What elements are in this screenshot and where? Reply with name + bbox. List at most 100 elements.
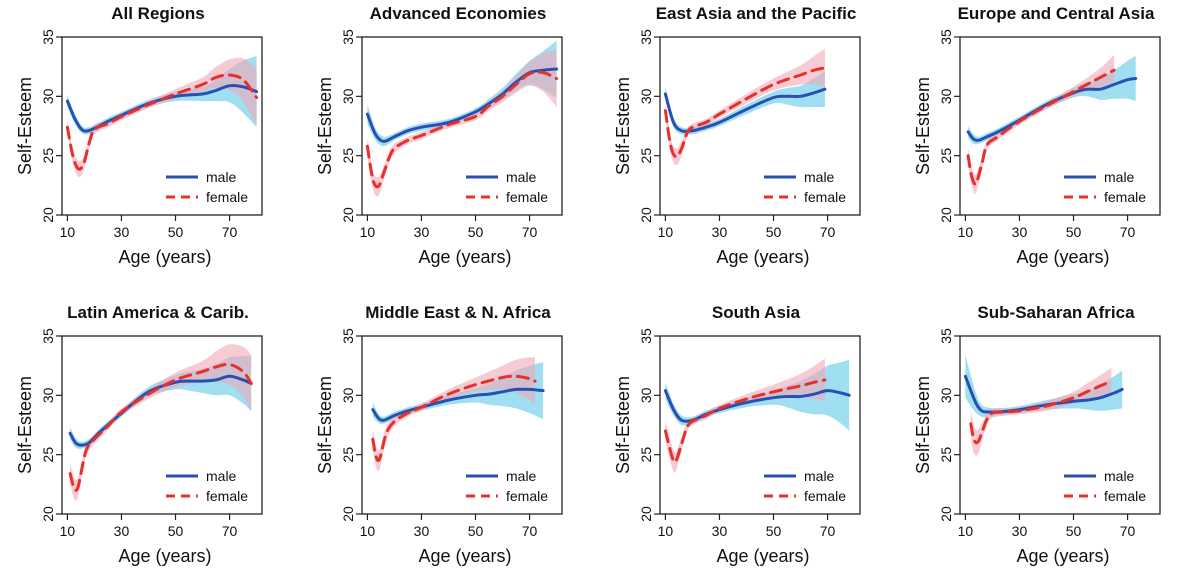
y-tick-label: 20 xyxy=(340,207,356,223)
y-tick-label: 35 xyxy=(938,29,954,45)
male-line xyxy=(663,87,827,133)
female-confidence-band xyxy=(70,344,252,501)
y-tick-label: 20 xyxy=(40,207,56,223)
legend: male female xyxy=(466,468,548,504)
x-tick-label: 30 xyxy=(712,224,728,240)
legend: male female xyxy=(1064,169,1146,205)
x-tick-label: 50 xyxy=(766,523,782,539)
y-tick-label: 30 xyxy=(40,387,56,403)
chart-panel: Middle East & N. Africa 20 25 30 35 10 30 50 70 A… xyxy=(315,303,563,566)
y-tick-label: 30 xyxy=(938,88,954,104)
y-tick-label: 30 xyxy=(40,88,56,104)
x-tick-label: 30 xyxy=(414,224,430,240)
y-tick-label: 35 xyxy=(938,328,954,344)
y-tick-label: 35 xyxy=(340,29,356,45)
legend-female-label: female xyxy=(1104,189,1146,205)
plot-frame xyxy=(61,335,263,515)
plot-area xyxy=(966,54,1138,194)
x-tick-label: 10 xyxy=(958,523,974,539)
legend-male-label: male xyxy=(804,468,835,484)
y-tick-label: 25 xyxy=(40,447,56,463)
chart-panel: East Asia and the Pacific 20 25 30 35 10 30 50 7… xyxy=(613,4,861,267)
chart-panel: South Asia 20 25 30 35 10 30 50 70 Age (years) Sel… xyxy=(613,303,861,566)
legend-female-label: female xyxy=(804,488,846,504)
plot-area xyxy=(963,355,1124,456)
x-tick-label: 10 xyxy=(360,523,376,539)
x-tick-label: 10 xyxy=(360,224,376,240)
y-tick-label: 30 xyxy=(638,88,654,104)
legend-female-label: female xyxy=(804,189,846,205)
y-tick-label: 25 xyxy=(938,148,954,164)
x-axis-label: Age (years) xyxy=(118,546,211,566)
x-tick-label: 10 xyxy=(958,224,974,240)
x-tick-label: 10 xyxy=(60,224,76,240)
x-axis-label: Age (years) xyxy=(1016,546,1109,566)
legend: male female xyxy=(764,169,846,205)
chart-panel: Europe and Central Asia 20 25 30 35 10 30 50 70 A… xyxy=(913,4,1161,267)
plot-frame xyxy=(659,36,861,216)
y-tick-label: 25 xyxy=(340,148,356,164)
x-tick-label: 50 xyxy=(766,224,782,240)
x-tick-label: 70 xyxy=(820,224,836,240)
plot-frame xyxy=(659,335,861,515)
plot-area xyxy=(371,357,545,472)
chart-panel: Advanced Economies 20 25 30 35 10 30 50 70 Age (y… xyxy=(315,4,563,267)
y-tick-label: 30 xyxy=(638,387,654,403)
y-axis-label: Self-Esteem xyxy=(913,376,933,474)
y-tick-label: 25 xyxy=(638,148,654,164)
y-tick-label: 35 xyxy=(638,29,654,45)
y-tick-label: 20 xyxy=(340,506,356,522)
female-confidence-band xyxy=(968,54,1115,194)
female-confidence-band xyxy=(372,357,535,472)
x-axis-label: Age (years) xyxy=(716,247,809,267)
x-axis-label: Age (years) xyxy=(418,546,511,566)
y-tick-label: 20 xyxy=(638,506,654,522)
x-axis-label: Age (years) xyxy=(1016,247,1109,267)
chart-panel: All Regions 20 25 30 35 10 30 50 70 Age (years) Se… xyxy=(15,4,263,267)
x-tick-label: 10 xyxy=(60,523,76,539)
legend: male female xyxy=(466,169,548,205)
y-tick-label: 35 xyxy=(40,29,56,45)
y-axis-label: Self-Esteem xyxy=(613,376,633,474)
x-tick-label: 30 xyxy=(414,523,430,539)
x-tick-label: 50 xyxy=(168,224,184,240)
plot-frame xyxy=(959,36,1161,216)
x-tick-label: 30 xyxy=(1012,523,1028,539)
x-tick-label: 50 xyxy=(1066,523,1082,539)
x-tick-label: 70 xyxy=(522,523,538,539)
x-tick-label: 50 xyxy=(168,523,184,539)
legend-male-label: male xyxy=(506,169,537,185)
x-tick-label: 30 xyxy=(1012,224,1028,240)
x-tick-label: 70 xyxy=(222,224,238,240)
female-line xyxy=(966,68,1116,186)
male-line xyxy=(663,389,851,423)
chart-title: Latin America & Carib. xyxy=(67,303,249,322)
female-confidence-band xyxy=(67,57,257,178)
female-line xyxy=(969,379,1113,445)
y-tick-label: 25 xyxy=(340,447,356,463)
x-tick-label: 10 xyxy=(658,224,674,240)
female-line xyxy=(371,374,537,463)
y-axis-label: Self-Esteem xyxy=(15,376,35,474)
y-axis-label: Self-Esteem xyxy=(315,77,335,175)
legend: male female xyxy=(166,468,248,504)
male-confidence-band xyxy=(367,40,557,147)
plot-frame xyxy=(361,36,563,216)
plot-area xyxy=(365,40,559,197)
male-confidence-band xyxy=(665,71,825,135)
x-tick-label: 50 xyxy=(1066,224,1082,240)
female-confidence-band xyxy=(665,358,825,473)
female-line xyxy=(663,378,827,464)
legend-female-label: female xyxy=(1104,488,1146,504)
x-tick-label: 70 xyxy=(1120,224,1136,240)
legend: male female xyxy=(166,169,248,205)
female-line xyxy=(365,70,559,189)
chart-title: Europe and Central Asia xyxy=(958,4,1155,23)
x-tick-label: 70 xyxy=(820,523,836,539)
y-axis-label: Self-Esteem xyxy=(613,77,633,175)
plot-frame xyxy=(61,36,263,216)
chart-title: Middle East & N. Africa xyxy=(365,303,551,322)
legend-male-label: male xyxy=(206,169,237,185)
female-line xyxy=(68,362,253,492)
